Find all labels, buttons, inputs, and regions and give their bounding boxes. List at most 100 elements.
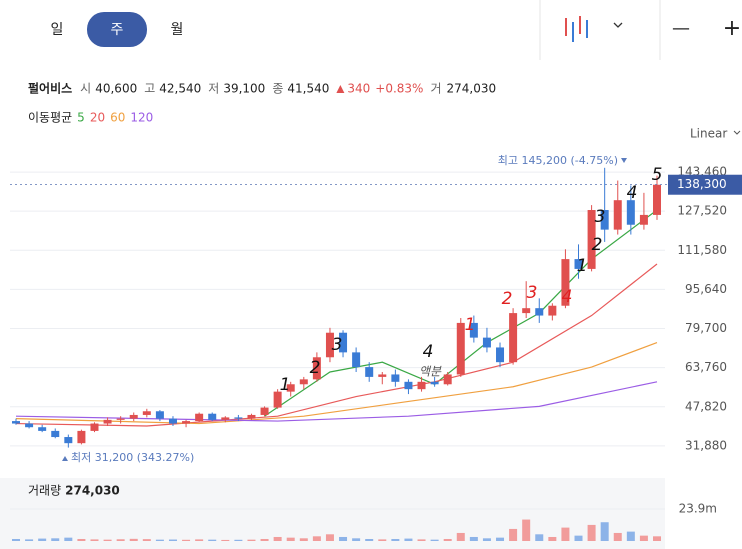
- candle-body: [443, 374, 452, 385]
- candle-body: [404, 381, 413, 390]
- ma-line: [15, 381, 658, 422]
- tab[interactable]: 주: [111, 22, 124, 38]
- annotation: 5: [652, 165, 663, 185]
- volume-tick-label: 23.9m: [679, 501, 717, 515]
- volume-bar: [286, 537, 295, 541]
- volume-bar: [51, 538, 60, 541]
- volume-bar: [273, 536, 282, 541]
- annotation: 2: [592, 235, 603, 255]
- legend-entry: 5: [77, 111, 85, 125]
- candle-body: [221, 417, 230, 420]
- candle-body: [168, 418, 177, 424]
- candle-body: [195, 413, 204, 422]
- annotation: 4: [627, 183, 638, 203]
- volume-bar: [168, 539, 177, 541]
- volume-bar: [639, 535, 648, 541]
- candle-body: [626, 200, 635, 225]
- volume-bar: [548, 536, 557, 541]
- candle-body: [64, 437, 73, 444]
- max-label: 최고 145,200 (-4.75%): [498, 154, 618, 167]
- candle-body: [561, 259, 570, 306]
- annotation: 3: [527, 283, 538, 303]
- candle-body: [339, 332, 348, 353]
- volume-bar: [339, 536, 348, 541]
- volume-bar: [482, 538, 491, 541]
- candle-body: [208, 413, 217, 420]
- field-label: 저: [208, 82, 219, 96]
- max-marker: [621, 158, 627, 163]
- candle-body: [352, 352, 361, 368]
- min-marker: [62, 456, 68, 461]
- chart-type-icon[interactable]: [565, 16, 588, 42]
- volume-bar: [430, 539, 439, 541]
- annotation: 1: [577, 256, 588, 276]
- volume-bar: [260, 538, 269, 541]
- candle-body: [653, 184, 661, 215]
- candle-body: [155, 411, 164, 419]
- volume-bar: [535, 534, 544, 541]
- field-value: 41,540: [287, 82, 329, 96]
- candle-body: [51, 430, 60, 438]
- up-arrow: [336, 85, 345, 93]
- annotation: 2: [502, 289, 513, 309]
- volume-bar: [90, 539, 99, 541]
- candle-body: [365, 367, 374, 377]
- ma-label: 이동평균: [28, 111, 72, 125]
- volume-bar: [587, 524, 596, 541]
- candle-body: [260, 407, 269, 415]
- volume-bar: [195, 539, 204, 541]
- volume-bar: [352, 538, 361, 541]
- y-tick-label: 111,580: [677, 243, 727, 257]
- candle-body: [103, 419, 112, 424]
- candle-body: [286, 384, 295, 392]
- volume-bar: [391, 538, 400, 541]
- volume-bar: [653, 536, 661, 541]
- tab[interactable]: 일: [51, 22, 64, 38]
- candle-body: [456, 322, 465, 375]
- volume-bar: [561, 527, 570, 541]
- volume-bar: [378, 539, 387, 541]
- candle-body: [299, 379, 308, 385]
- scale-select[interactable]: Linear: [690, 127, 727, 141]
- y-tick-label: 95,640: [685, 282, 727, 296]
- scale-chevron[interactable]: [733, 130, 741, 135]
- field-value: 42,540: [159, 82, 201, 96]
- volume-bar: [365, 538, 374, 541]
- volume-bar: [600, 522, 609, 541]
- candle-body: [496, 347, 505, 363]
- volume-value: 274,030: [65, 484, 120, 498]
- volume-bar: [129, 538, 138, 541]
- field-value: 40,600: [95, 82, 137, 96]
- candle-body: [548, 305, 557, 316]
- annotation: 3: [332, 335, 343, 355]
- candle-body: [417, 381, 426, 390]
- candle-body: [600, 210, 609, 230]
- volume-bar: [25, 539, 34, 541]
- volume-bar: [456, 532, 465, 541]
- dropdown-chevron[interactable]: [613, 22, 623, 28]
- field-label: 거: [430, 82, 441, 96]
- volume-bar: [443, 538, 452, 541]
- candle-body: [90, 423, 99, 431]
- candle-body: [12, 421, 20, 424]
- volume-title: 거래량: [28, 484, 61, 498]
- volume-bar: [312, 536, 321, 541]
- zoom-in[interactable]: +: [723, 16, 741, 41]
- zoom-out[interactable]: —: [672, 18, 690, 39]
- tab[interactable]: 월: [171, 22, 184, 38]
- volume-bar: [626, 531, 635, 541]
- candle-body: [482, 337, 491, 348]
- legend-entry: 20: [90, 111, 105, 125]
- summary: 펄어비스 시 40,600 고 42,540 저 39,100 종 41,540 340 +0.83…: [28, 81, 496, 96]
- volume-bar: [155, 539, 164, 541]
- ma-line: [15, 263, 658, 427]
- y-tick-label: 79,700: [685, 321, 727, 335]
- annotation: 1: [465, 315, 476, 335]
- active-tab-bg: [87, 12, 147, 47]
- candle-body: [613, 200, 622, 230]
- candle-body: [469, 322, 478, 338]
- volume-bar: [469, 536, 478, 541]
- change: 340: [347, 82, 370, 96]
- field-label: 시: [80, 82, 91, 96]
